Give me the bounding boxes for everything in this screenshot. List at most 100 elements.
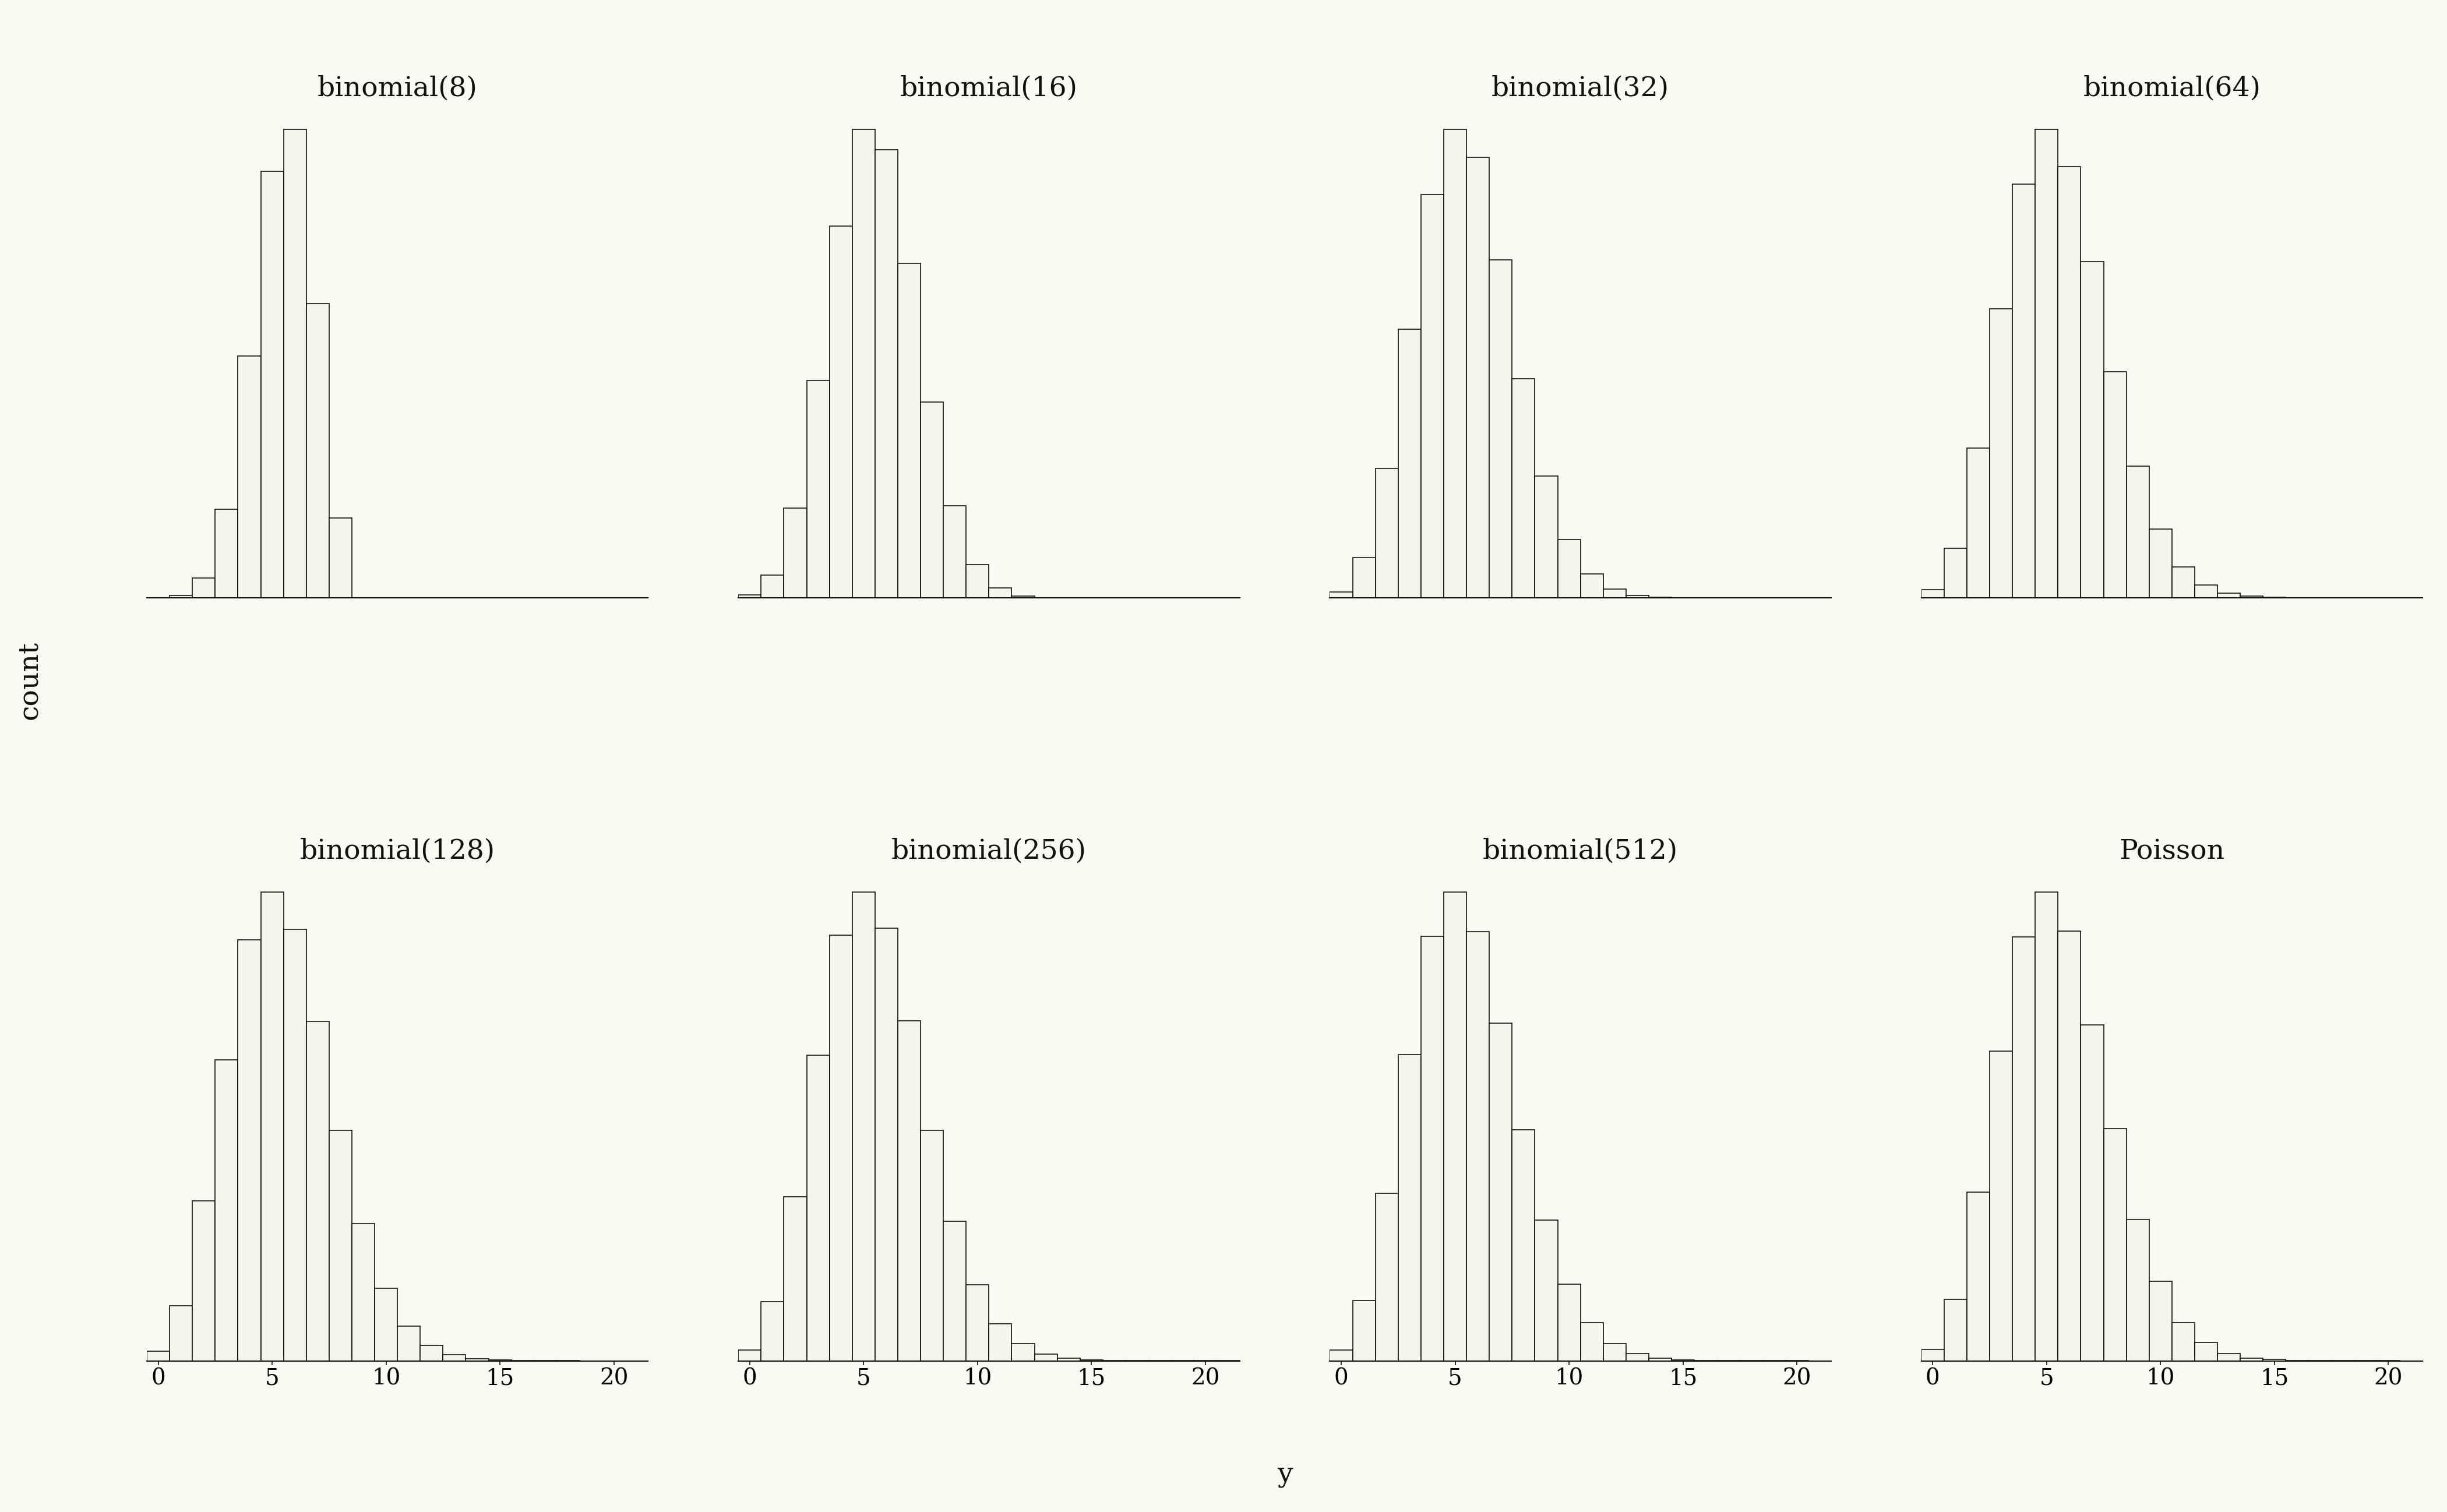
Title: binomial(32): binomial(32) xyxy=(1493,76,1669,101)
Bar xyxy=(2104,1128,2126,1361)
Title: binomial(8): binomial(8) xyxy=(318,76,477,101)
Bar xyxy=(1375,1193,1397,1361)
Bar xyxy=(1603,1344,1625,1361)
Bar xyxy=(1921,590,1943,597)
Bar xyxy=(830,225,852,597)
Bar xyxy=(2036,892,2058,1361)
Bar xyxy=(1490,1024,1512,1361)
Bar xyxy=(1466,157,1490,597)
Bar xyxy=(989,588,1011,597)
Bar xyxy=(147,1350,169,1361)
Bar xyxy=(2011,184,2036,597)
Bar xyxy=(262,892,284,1361)
Bar xyxy=(2126,1220,2148,1361)
Bar xyxy=(1534,476,1559,597)
Bar xyxy=(262,171,284,597)
Bar xyxy=(783,1196,808,1361)
Bar xyxy=(1989,308,2011,597)
Bar xyxy=(876,928,898,1361)
Bar xyxy=(193,1201,215,1361)
Bar xyxy=(421,1346,443,1361)
Bar xyxy=(169,596,193,597)
Bar xyxy=(1011,1344,1035,1361)
Bar xyxy=(1444,129,1466,597)
Bar xyxy=(739,596,761,597)
Bar xyxy=(945,1222,967,1361)
Bar xyxy=(783,508,808,597)
Bar xyxy=(1581,575,1603,597)
Bar xyxy=(920,1131,945,1361)
Bar xyxy=(2080,262,2104,597)
Bar xyxy=(2195,1343,2217,1361)
Bar xyxy=(1466,931,1490,1361)
Bar xyxy=(739,1350,761,1361)
Bar xyxy=(2173,567,2195,597)
Bar xyxy=(1989,1051,2011,1361)
Bar xyxy=(465,1358,489,1361)
Bar xyxy=(830,936,852,1361)
Bar xyxy=(1353,558,1375,597)
Bar xyxy=(374,1288,396,1361)
Bar xyxy=(352,1223,374,1361)
Bar xyxy=(920,402,945,597)
Bar xyxy=(2058,166,2080,597)
Bar xyxy=(396,1326,421,1361)
Bar xyxy=(1967,1191,1989,1361)
Bar xyxy=(2058,931,2080,1361)
Bar xyxy=(1649,1358,1671,1361)
Title: binomial(128): binomial(128) xyxy=(301,838,494,865)
Bar xyxy=(808,1055,830,1361)
Bar xyxy=(852,892,876,1361)
Bar xyxy=(193,578,215,597)
Bar xyxy=(1011,596,1035,597)
Bar xyxy=(1422,936,1444,1361)
Bar xyxy=(2104,372,2126,597)
Bar xyxy=(1943,547,1967,597)
Title: binomial(64): binomial(64) xyxy=(2082,76,2261,101)
Bar xyxy=(328,1131,352,1361)
Bar xyxy=(2148,529,2173,597)
Bar xyxy=(1625,596,1649,597)
Bar xyxy=(2217,593,2241,597)
Bar xyxy=(876,150,898,597)
Bar xyxy=(989,1323,1011,1361)
Bar xyxy=(1444,892,1466,1361)
Bar xyxy=(1625,1353,1649,1361)
Bar xyxy=(284,129,306,597)
Bar xyxy=(1353,1300,1375,1361)
Bar xyxy=(2126,466,2148,597)
Bar xyxy=(2011,937,2036,1361)
Bar xyxy=(443,1355,465,1361)
Bar xyxy=(237,357,262,597)
Bar xyxy=(215,510,237,597)
Bar xyxy=(761,575,783,597)
Bar xyxy=(237,940,262,1361)
Title: binomial(16): binomial(16) xyxy=(900,76,1077,101)
Bar xyxy=(967,1285,989,1361)
Bar xyxy=(967,564,989,597)
Title: binomial(256): binomial(256) xyxy=(891,838,1086,865)
Bar xyxy=(2148,1282,2173,1361)
Bar xyxy=(1035,1355,1057,1361)
Title: Poisson: Poisson xyxy=(2119,838,2224,865)
Bar xyxy=(306,1022,328,1361)
Bar xyxy=(1397,330,1422,597)
Bar xyxy=(2080,1025,2104,1361)
Bar xyxy=(306,304,328,597)
Bar xyxy=(1422,195,1444,597)
Bar xyxy=(1329,1350,1353,1361)
Bar xyxy=(1581,1323,1603,1361)
Bar xyxy=(1329,591,1353,597)
Text: y: y xyxy=(1277,1461,1292,1488)
Bar xyxy=(2241,596,2263,597)
Bar xyxy=(1375,469,1397,597)
Bar xyxy=(1943,1299,1967,1361)
Bar xyxy=(1490,260,1512,597)
Bar xyxy=(1512,380,1534,597)
Bar xyxy=(328,517,352,597)
Bar xyxy=(898,1021,920,1361)
Bar xyxy=(808,381,830,597)
Bar xyxy=(2217,1353,2241,1361)
Bar xyxy=(2195,585,2217,597)
Bar xyxy=(2173,1323,2195,1361)
